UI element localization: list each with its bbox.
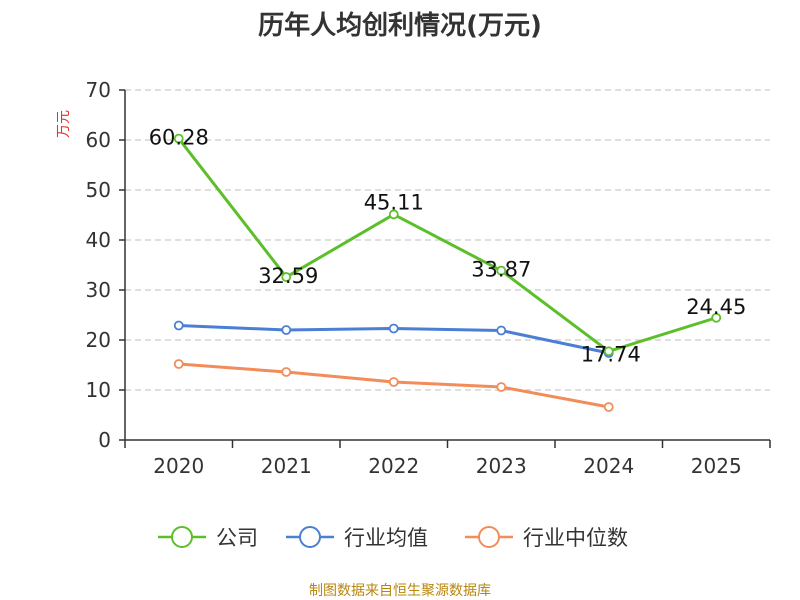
x-tick-label-2020: 2020 — [153, 454, 204, 478]
legend-swatch-marker — [171, 526, 193, 548]
data-point-行业中位数-2021[interactable] — [281, 367, 292, 377]
data-point-公司-2020[interactable] — [173, 133, 184, 144]
legend-swatch-marker — [299, 526, 321, 548]
legend-label: 行业中位数 — [523, 526, 628, 550]
chart-title: 历年人均创利情况(万元) — [258, 10, 542, 41]
data-point-公司-2022[interactable] — [388, 209, 399, 220]
data-point-行业中位数-2020[interactable] — [173, 359, 184, 369]
data-point-公司-2021[interactable] — [281, 272, 292, 282]
data-point-行业均值-2021[interactable] — [281, 325, 292, 335]
data-point-行业均值-2023[interactable] — [496, 325, 507, 336]
x-tick-label-2025: 2025 — [691, 454, 742, 478]
x-tick-label-2021: 2021 — [261, 454, 312, 478]
series-line-公司 — [177, 137, 717, 353]
y-tick-label: 40 — [86, 228, 111, 252]
series — [173, 133, 722, 412]
data-point-行业均值-2022[interactable] — [388, 323, 399, 334]
y-tick-label: 10 — [86, 378, 111, 402]
source-note: 制图数据来自恒生聚源数据库 — [309, 583, 491, 599]
axes: 0 10 20 30 40 50 60 70 2020 2021 2022 2023 2024 2025 — [86, 78, 771, 478]
legend-label: 行业均值 — [344, 526, 428, 550]
data-point-行业中位数-2024[interactable] — [603, 402, 614, 412]
legend-swatch-marker — [478, 526, 500, 548]
y-tick-label: 60 — [86, 128, 111, 152]
gridlines — [125, 89, 770, 391]
legend-item-行业均值[interactable]: 行业均值 — [286, 526, 428, 550]
legend-item-行业中位数[interactable]: 行业中位数 — [465, 526, 628, 550]
y-tick-label: 70 — [86, 78, 111, 102]
y-tick-label: 20 — [86, 328, 111, 352]
data-label-2025: 24.45 — [686, 295, 746, 319]
data-label-2020: 60.28 — [149, 126, 209, 150]
y-axis-label: 万元 — [56, 110, 72, 138]
data-point-公司-2025[interactable] — [711, 312, 722, 323]
data-point-公司-2023[interactable] — [496, 265, 507, 276]
x-tick-label-2023: 2023 — [476, 454, 527, 478]
data-point-行业中位数-2023[interactable] — [496, 382, 507, 392]
legend-label: 公司 — [216, 526, 258, 550]
data-point-公司-2024[interactable] — [603, 346, 614, 357]
y-tick-label: 30 — [86, 278, 111, 302]
data-point-行业中位数-2022[interactable] — [388, 377, 399, 387]
y-tick-label: 0 — [98, 428, 111, 452]
x-tick-label-2024: 2024 — [583, 454, 634, 478]
data-point-行业均值-2020[interactable] — [173, 320, 184, 331]
data-label-2024: 17.74 — [581, 342, 641, 366]
legend-item-公司[interactable]: 公司 — [158, 526, 258, 550]
data-label-2022: 45.11 — [364, 190, 424, 214]
data-label-2023: 33.87 — [471, 258, 531, 282]
data-labels: 60.28 32.59 45.11 33.87 17.74 24.45 — [149, 126, 747, 367]
legend: 公司 行业均值 行业中位数 — [158, 526, 628, 550]
y-tick-label: 50 — [86, 178, 111, 202]
x-tick-label-2022: 2022 — [368, 454, 419, 478]
data-label-2021: 32.59 — [258, 264, 318, 288]
